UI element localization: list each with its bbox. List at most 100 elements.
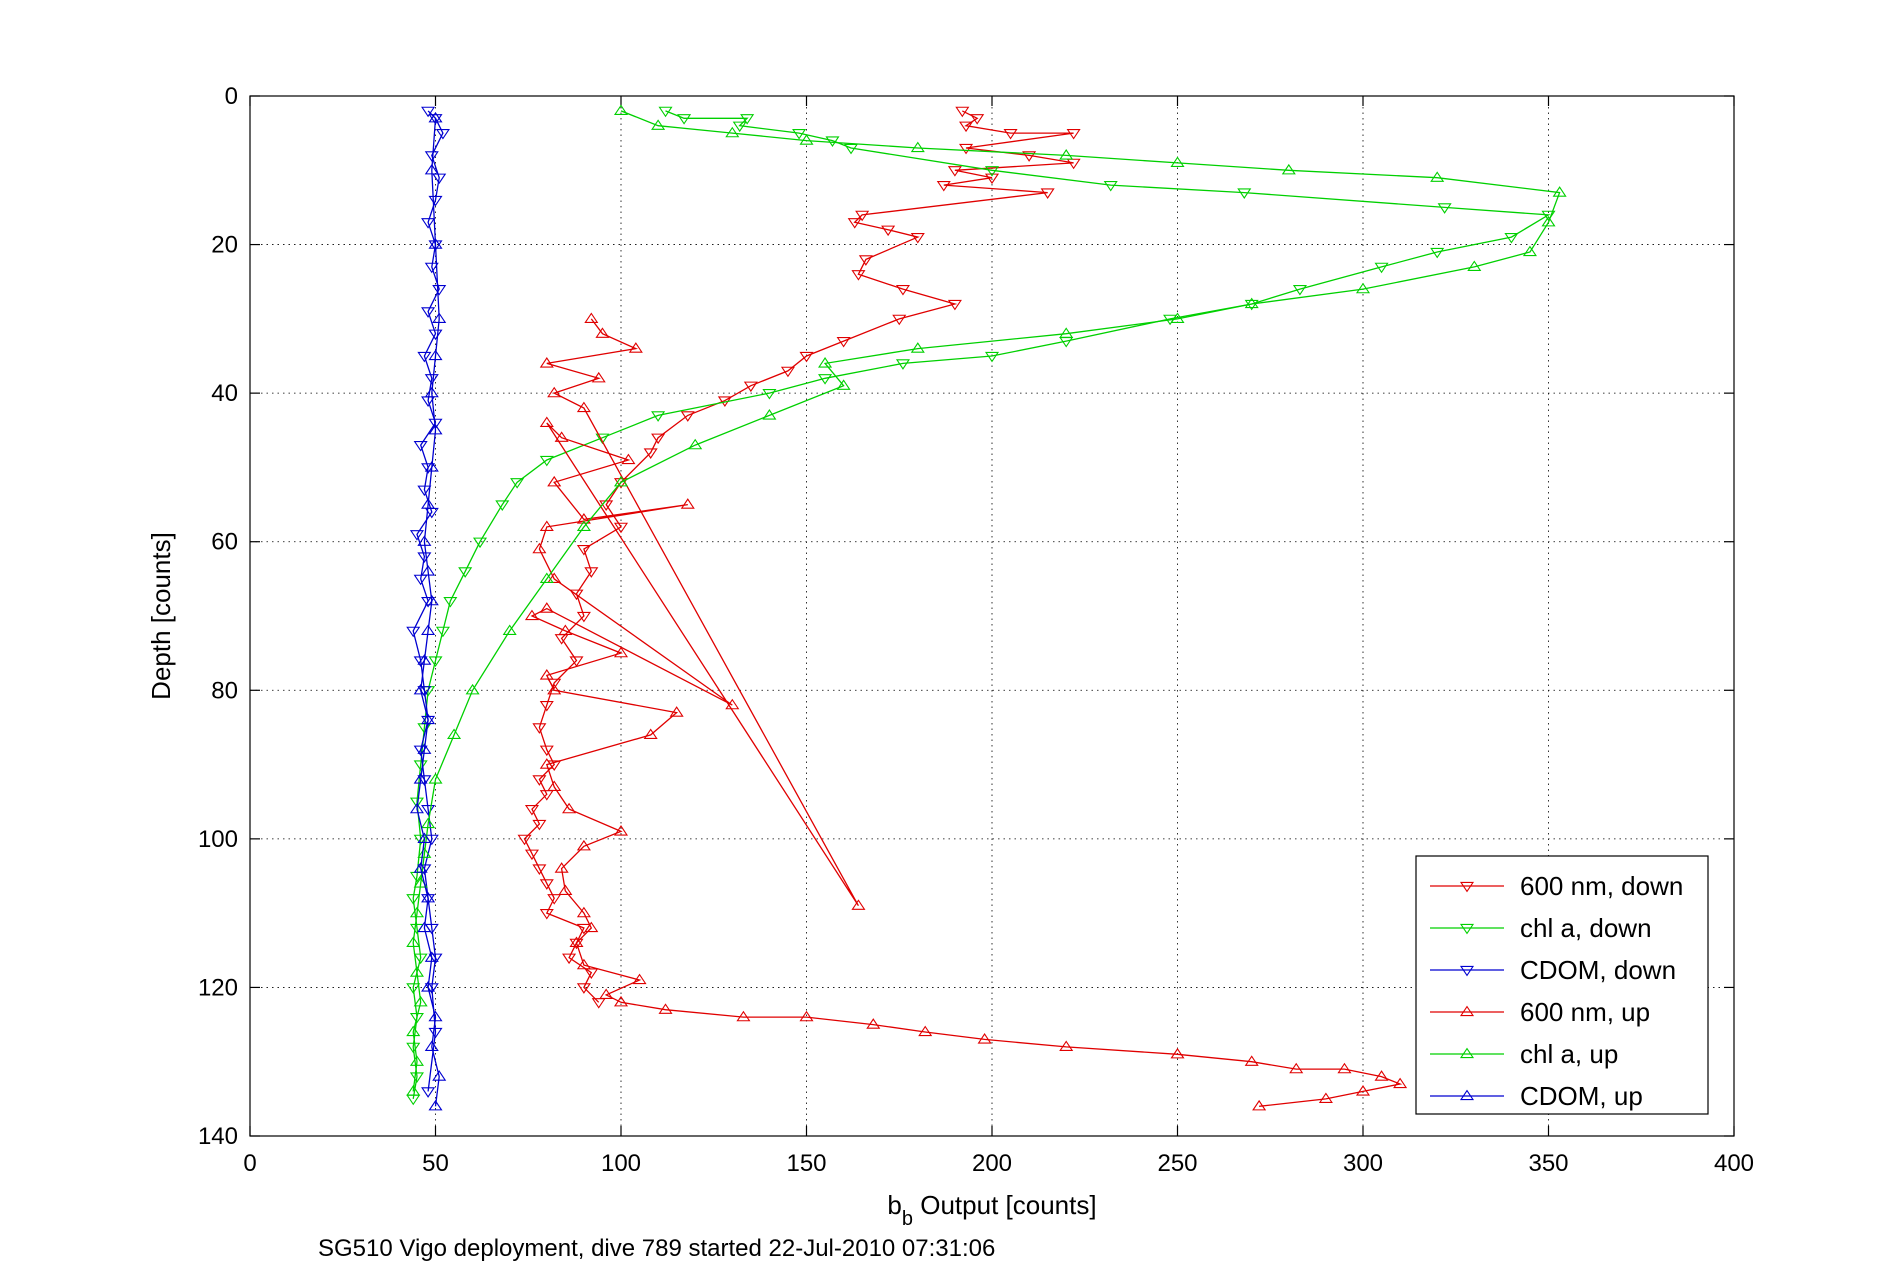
data-point	[895, 359, 910, 370]
y-tick-label: 140	[198, 1123, 238, 1150]
data-point	[417, 654, 432, 665]
legend-marker	[1459, 965, 1475, 977]
x-tick-label: 200	[972, 1150, 1012, 1177]
data-point	[417, 535, 432, 546]
data-point	[502, 624, 517, 636]
data-point	[628, 342, 643, 353]
data-point	[443, 596, 458, 608]
legend-label: CDOM, down	[1520, 955, 1676, 985]
data-point	[984, 351, 1000, 363]
x-tick-label: 250	[1157, 1150, 1197, 1177]
data-point	[680, 498, 695, 509]
series-line	[523, 110, 1074, 1003]
data-point	[472, 537, 488, 549]
data-point	[524, 849, 539, 861]
data-point	[892, 314, 907, 326]
data-point	[613, 475, 629, 487]
data-point	[1467, 260, 1482, 272]
x-tick-label: 0	[243, 1150, 256, 1177]
x-tick-label: 350	[1528, 1150, 1568, 1177]
data-point	[613, 646, 629, 658]
data-point	[428, 1027, 443, 1039]
data-point	[1374, 1070, 1389, 1081]
data-point	[632, 973, 647, 985]
data-point	[413, 440, 428, 452]
data-point	[539, 520, 554, 532]
data-point	[576, 513, 591, 524]
data-point	[421, 894, 436, 905]
data-point	[524, 609, 539, 621]
data-point	[417, 921, 432, 933]
data-point	[413, 773, 428, 784]
data-point	[651, 411, 666, 422]
data-point	[1504, 232, 1519, 244]
series-line	[412, 110, 1551, 1100]
data-point	[1066, 128, 1081, 140]
data-point	[1337, 1062, 1352, 1074]
series-line	[530, 318, 1403, 1107]
data-point	[532, 775, 547, 786]
series-1	[406, 106, 1556, 1106]
data-point	[547, 683, 562, 695]
legend-label: 600 nm, down	[1520, 871, 1683, 901]
data-point	[613, 104, 629, 116]
data-point	[421, 624, 436, 636]
data-point	[1103, 180, 1118, 192]
data-point	[669, 706, 684, 717]
data-point	[532, 819, 547, 831]
data-point	[539, 790, 554, 801]
series-line	[416, 118, 440, 1107]
data-point	[413, 995, 428, 1007]
data-point	[428, 418, 443, 430]
data-point	[421, 981, 436, 992]
x-tick-label: 50	[422, 1150, 449, 1177]
data-point	[424, 163, 439, 175]
data-point	[1170, 1047, 1185, 1059]
legend-marker	[1459, 923, 1475, 935]
series-0	[517, 106, 1081, 1009]
x-axis-label-subscript: b	[902, 1208, 913, 1230]
data-point	[569, 656, 584, 667]
y-tick-label: 20	[211, 232, 238, 259]
data-point	[517, 834, 532, 846]
data-point	[417, 485, 432, 497]
data-point	[421, 804, 436, 816]
data-point	[428, 114, 443, 125]
data-point	[1252, 1099, 1267, 1111]
data-point	[799, 351, 814, 363]
data-point	[421, 1087, 436, 1098]
y-tick-label: 80	[211, 677, 238, 704]
data-point	[599, 988, 614, 1000]
data-point	[547, 572, 562, 584]
data-point	[881, 225, 896, 237]
data-point	[1292, 284, 1307, 296]
legend-marker	[1459, 1005, 1475, 1017]
data-point	[799, 1010, 814, 1022]
data-point	[651, 433, 666, 445]
data-point	[428, 111, 443, 123]
data-point	[836, 336, 851, 348]
data-point	[1552, 186, 1567, 197]
data-point	[1355, 282, 1371, 294]
data-point	[428, 195, 443, 207]
data-point	[428, 773, 443, 784]
data-point	[421, 565, 436, 576]
data-point	[409, 802, 424, 814]
data-point	[554, 862, 569, 873]
data-point	[424, 1040, 439, 1052]
data-point	[792, 128, 807, 140]
axis-ticks: 0 50 100 150 200 250 300 350 400 0 20 40 60 80 100 120 1…	[198, 83, 1754, 1177]
data-point	[818, 357, 833, 368]
data-point	[1170, 312, 1185, 324]
data-point	[1237, 188, 1252, 199]
data-point	[688, 438, 703, 450]
legend-item: CDOM, down	[1430, 955, 1676, 985]
data-point	[910, 232, 925, 244]
data-point	[1318, 1092, 1333, 1104]
data-point	[409, 1072, 424, 1083]
data-point	[413, 760, 428, 771]
data-point	[413, 862, 428, 873]
data-point	[825, 136, 840, 147]
data-point	[1541, 215, 1556, 227]
